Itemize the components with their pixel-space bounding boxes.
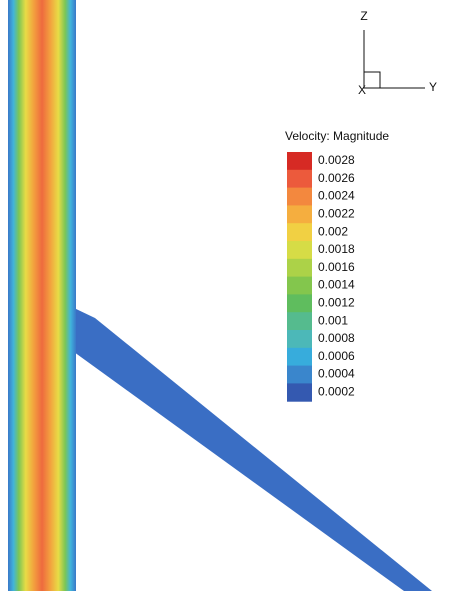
- legend-swatch: [287, 312, 312, 331]
- legend-swatch: [287, 365, 312, 384]
- legend-swatch: [287, 258, 312, 278]
- legend-swatch: [287, 187, 312, 206]
- axis-triad: [363, 30, 425, 89]
- legend-label: 0.0016: [318, 260, 355, 274]
- legend-label: 0.002: [318, 224, 348, 238]
- legend-label: 0.001: [318, 313, 348, 327]
- legend-swatch: [287, 276, 312, 295]
- legend-swatch: [287, 347, 312, 367]
- branch-pipe: [74, 308, 432, 591]
- legend-label: 0.0004: [318, 367, 355, 381]
- legend-swatch: [287, 152, 312, 171]
- legend-label: 0.0022: [318, 206, 355, 220]
- legend-label: 0.0028: [318, 153, 355, 167]
- legend-label: 0.0018: [318, 242, 355, 256]
- legend: 0.0028 0.0026 0.0024 0.0022 0.002 0.0018 0.001…: [287, 152, 355, 402]
- legend-swatch: [287, 383, 312, 402]
- legend-label: 0.0008: [318, 331, 355, 345]
- legend-label: 0.0012: [318, 295, 355, 309]
- legend-label: 0.0024: [318, 189, 355, 203]
- axis-label: Z: [360, 9, 367, 23]
- main-pipe: [8, 0, 76, 591]
- axis-label: X: [358, 83, 366, 97]
- legend-swatch: [287, 294, 312, 313]
- legend-title: Velocity: Magnitude: [285, 129, 389, 143]
- legend-label: 0.0026: [318, 171, 355, 185]
- legend-swatch: [287, 169, 312, 189]
- legend-swatch: [287, 241, 312, 260]
- legend-swatch: [287, 223, 312, 242]
- legend-swatch: [287, 330, 312, 349]
- legend-label: 0.0014: [318, 278, 355, 292]
- axis-label: Y: [429, 80, 437, 94]
- legend-label: 0.0006: [318, 349, 355, 363]
- legend-label: 0.0002: [318, 384, 355, 398]
- legend-swatch: [287, 205, 312, 224]
